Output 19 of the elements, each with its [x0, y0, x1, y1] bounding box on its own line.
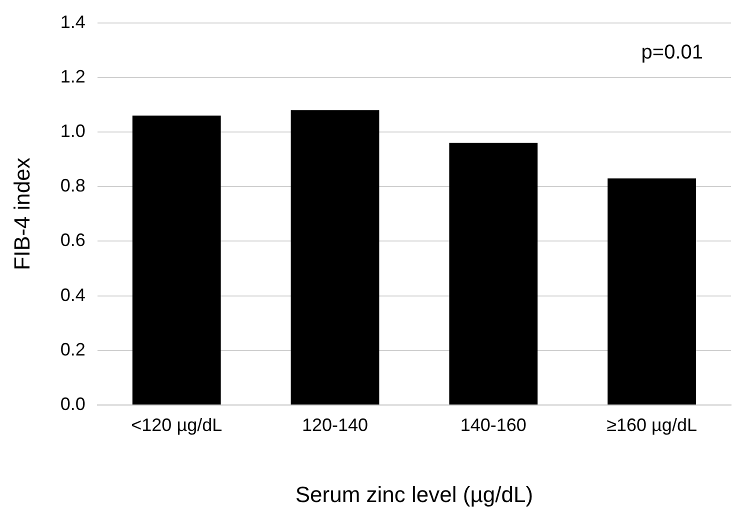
- x-tick-label: <120 µg/dL: [131, 414, 222, 435]
- y-tick-label: 1.4: [60, 12, 86, 32]
- bar: [132, 116, 221, 404]
- x-tick-label: ≥160 µg/dL: [606, 414, 697, 435]
- y-tick-label: 0.0: [60, 394, 86, 414]
- x-tick-label: 120-140: [302, 414, 368, 435]
- bar: [449, 142, 538, 404]
- bar: [608, 178, 696, 404]
- y-tick-label: 0.4: [60, 284, 86, 305]
- y-axis-title: FIB-4 index: [9, 158, 34, 270]
- x-axis-title: Serum zinc level (µg/dL): [295, 482, 534, 507]
- y-tick-label: 0.2: [60, 339, 86, 360]
- y-tick-label: 1.0: [60, 120, 86, 141]
- x-tick-label: 140-160: [460, 414, 526, 435]
- annotation: p=0.01: [641, 41, 703, 64]
- y-tick-label: 0.6: [60, 230, 86, 250]
- bar: [290, 110, 380, 404]
- y-tick-label: 1.2: [60, 66, 86, 86]
- y-tick-label: 0.8: [60, 176, 86, 196]
